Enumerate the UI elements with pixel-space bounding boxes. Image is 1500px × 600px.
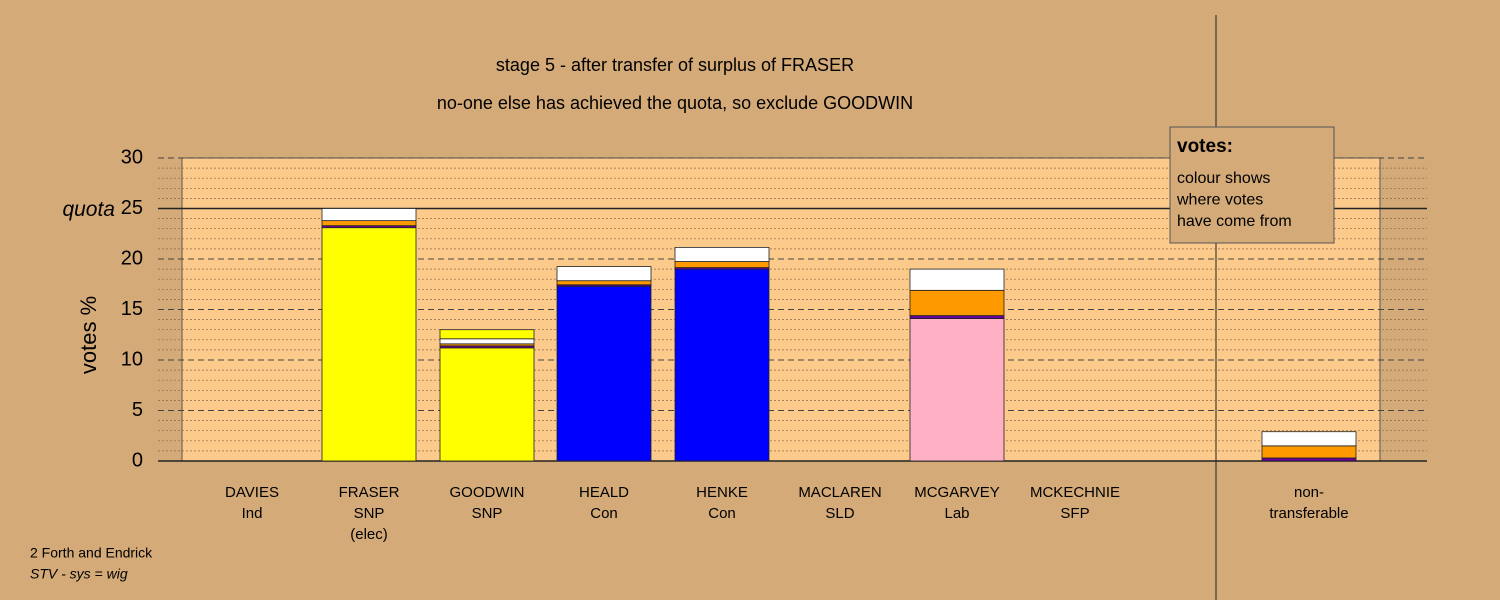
- legend-box: [1169, 126, 1335, 244]
- quota-label: quota: [62, 198, 115, 221]
- bar-segment: [674, 261, 770, 268]
- bar-segment: [321, 220, 417, 227]
- bar-segment: [674, 246, 770, 262]
- bar-segment: [439, 347, 535, 462]
- bar-segment: [439, 329, 535, 340]
- x-tick-label: Con: [590, 505, 618, 522]
- footer: STV - sys = wig: [30, 566, 128, 582]
- y-tick-label: 25: [121, 197, 143, 219]
- bar-segment: [321, 208, 417, 222]
- x-tick-label: MACLAREN: [798, 484, 881, 501]
- x-tick-label: Lab: [944, 505, 969, 522]
- y-tick-label: 10: [121, 348, 143, 370]
- legend-text: colour shows: [1177, 170, 1270, 187]
- bar-segment: [1261, 431, 1357, 447]
- x-tick-label: HEALD: [579, 484, 629, 501]
- x-tick-label: transferable: [1269, 505, 1348, 522]
- bar-segment: [556, 266, 652, 282]
- x-tick-label: non-: [1294, 484, 1324, 501]
- bar-segment: [1261, 457, 1357, 462]
- footer: 2 Forth and Endrick: [30, 545, 153, 561]
- x-tick-label: DAVIES: [225, 484, 279, 501]
- bar-segment: [1261, 445, 1357, 459]
- x-tick-label: (elec): [350, 526, 388, 543]
- x-tick-label: HENKE: [696, 484, 748, 501]
- x-tick-label: FRASER: [339, 484, 400, 501]
- x-tick-label: MCKECHNIE: [1030, 484, 1120, 501]
- y-tick-label: 30: [121, 146, 143, 168]
- legend-text: have come from: [1177, 213, 1292, 230]
- bar-segment: [909, 268, 1005, 291]
- bar-segment: [909, 289, 1005, 316]
- y-tick-label: 5: [132, 399, 143, 421]
- chart-subtitle: no-one else has achieved the quota, so e…: [437, 93, 913, 113]
- bar-segment: [674, 268, 770, 462]
- x-tick-label: GOODWIN: [450, 484, 525, 501]
- x-tick-label: MCGARVEY: [914, 484, 1000, 501]
- chart-title: stage 5 - after transfer of surplus of F…: [496, 55, 854, 75]
- x-tick-label: SLD: [825, 505, 854, 522]
- bar-segment: [556, 280, 652, 286]
- y-tick-label: 15: [121, 298, 143, 320]
- y-axis-label: votes %: [76, 296, 101, 374]
- y-tick-label: 0: [132, 449, 143, 471]
- x-tick-label: SNP: [472, 505, 503, 522]
- bar-segment: [909, 315, 1005, 319]
- legend-title: votes:: [1177, 136, 1233, 157]
- bar-segment: [556, 285, 652, 462]
- bar-segment: [439, 338, 535, 345]
- bar-segment: [321, 227, 417, 462]
- x-tick-label: Con: [708, 505, 736, 522]
- bar-segment: [909, 318, 1005, 462]
- legend-text: where votes: [1176, 192, 1263, 209]
- y-tick-label: 20: [121, 247, 143, 269]
- x-tick-label: SNP: [354, 505, 385, 522]
- x-tick-label: Ind: [242, 505, 263, 522]
- x-tick-label: SFP: [1060, 505, 1089, 522]
